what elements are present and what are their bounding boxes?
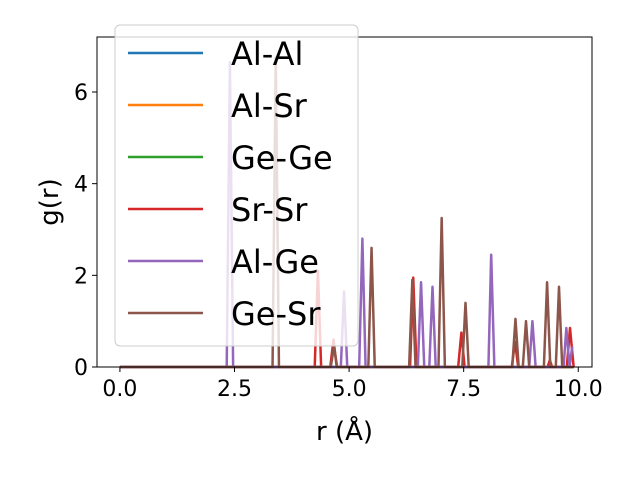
legend-label: Al-Sr [231, 87, 308, 125]
legend: Al-Al Al-Sr Ge-Ge Sr-Sr Al-Ge Ge-Sr [114, 24, 359, 347]
x-tick-label: 10.0 [554, 377, 603, 402]
y-tick-label: 4 [74, 173, 88, 198]
legend-label: Al-Ge [231, 243, 319, 281]
y-tick-label: 6 [74, 81, 88, 106]
x-tick-label: 5.0 [332, 377, 367, 402]
legend-label: Al-Al [231, 35, 303, 73]
y-axis-ticks: 0 2 4 6 [74, 81, 97, 381]
y-tick-label: 0 [74, 356, 88, 381]
legend-label: Ge-Ge [231, 139, 333, 177]
legend-label: Ge-Sr [231, 295, 321, 333]
y-tick-label: 2 [74, 264, 88, 289]
x-tick-label: 0.0 [102, 377, 137, 402]
x-axis-label: r (Å) [316, 415, 373, 447]
x-tick-label: 2.5 [217, 377, 252, 402]
legend-label: Sr-Sr [231, 191, 308, 229]
y-axis-label: g(r) [35, 178, 65, 225]
x-axis-ticks: 0.0 2.5 5.0 7.5 10.0 [102, 367, 603, 402]
x-tick-label: 7.5 [446, 377, 481, 402]
